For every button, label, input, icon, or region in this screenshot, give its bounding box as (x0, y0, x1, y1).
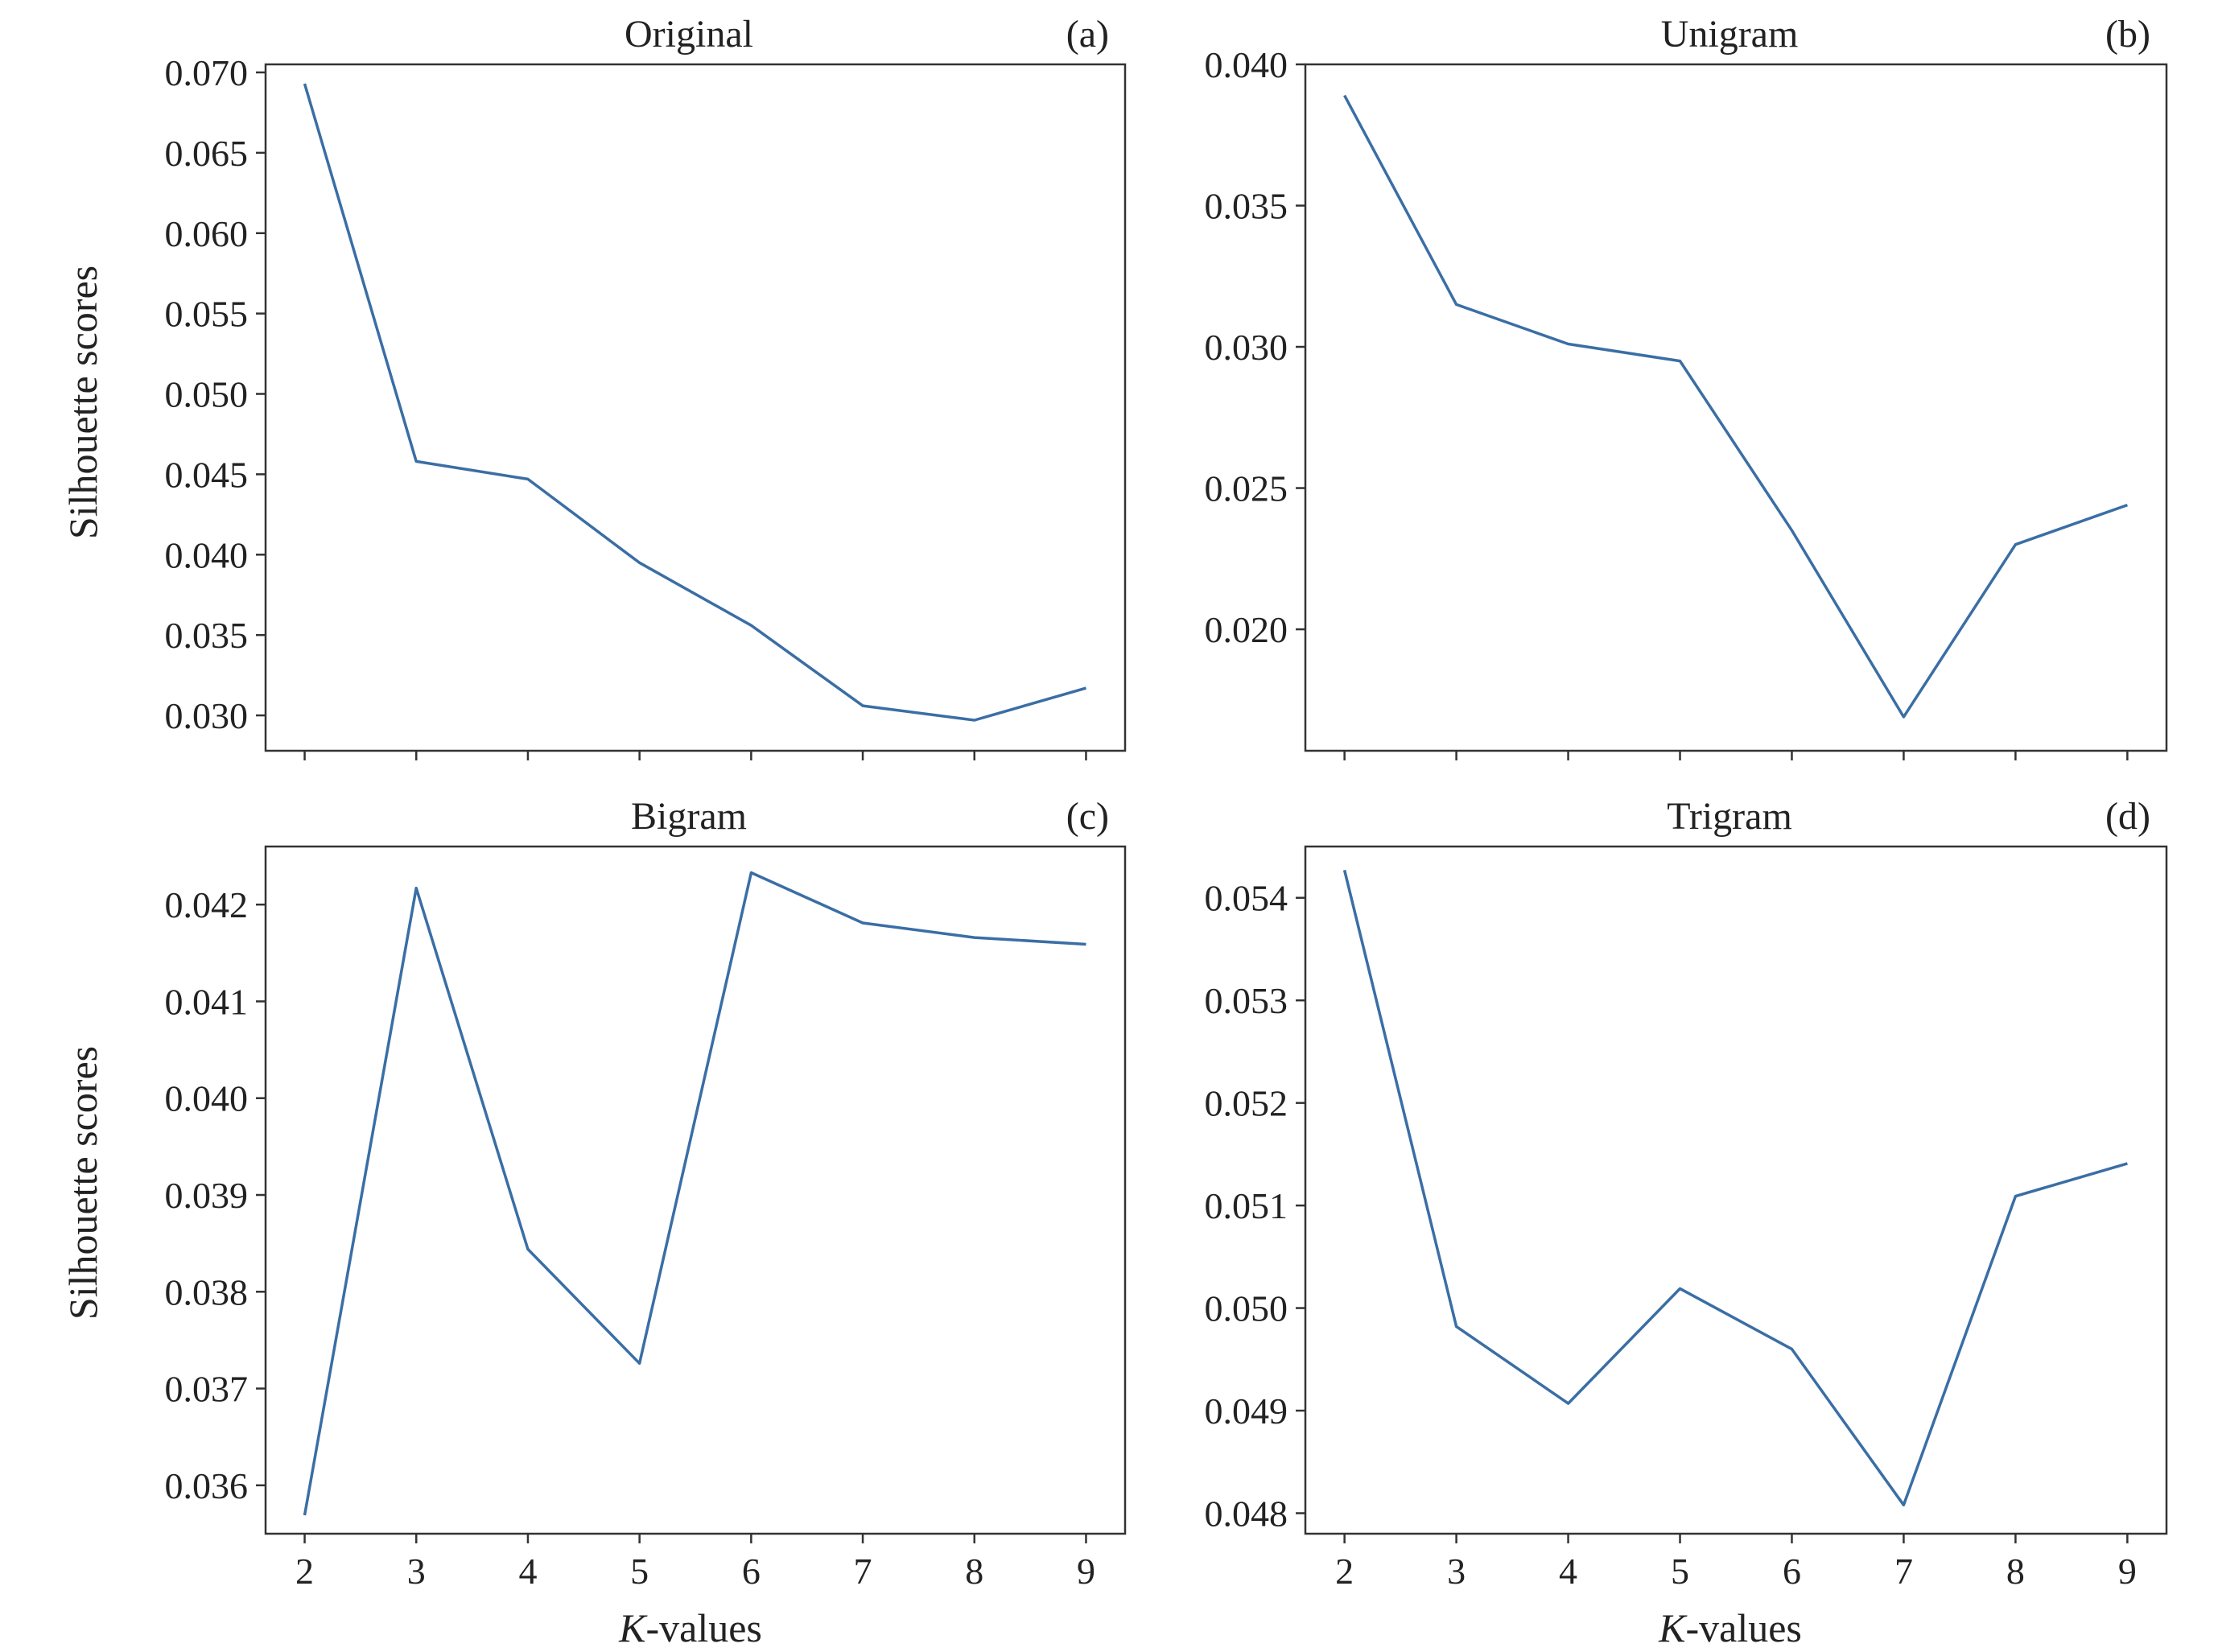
y-axis-label-bottom: Silhouette scores (60, 1046, 105, 1320)
y-tick-label: 0.035 (1205, 186, 1288, 227)
y-tick-label: 0.025 (1205, 468, 1288, 509)
x-axis-label-left: K-values (618, 1605, 762, 1650)
panel-title: Original (625, 13, 753, 56)
panel-original: 0.030 0.035 0.040 0.045 0.050 0.055 0.060 0.065… (165, 13, 1127, 760)
y-tick-label: 0.040 (165, 1078, 249, 1119)
y-tick-label: 0.045 (165, 454, 249, 495)
x-tick-label: 5 (630, 1551, 649, 1592)
x-tick-label: 9 (1077, 1551, 1095, 1592)
x-tick-label: 8 (965, 1551, 983, 1592)
panel-letter: (d) (2105, 795, 2150, 838)
y-tick-label: 0.049 (1205, 1390, 1288, 1432)
panel-letter: (a) (1066, 13, 1109, 56)
series-line (1342, 869, 2128, 1507)
y-tick-label: 0.035 (165, 615, 249, 656)
y-tick-label: 0.053 (1205, 980, 1288, 1021)
plot-frame (1304, 63, 2168, 752)
plot-frame (264, 845, 1127, 1535)
panel-letter: (b) (2105, 13, 2150, 56)
panel-title: Bigram (631, 795, 747, 838)
y-tick-label: 0.052 (1205, 1083, 1288, 1124)
plot-frame (264, 63, 1127, 752)
y-tick-label: 0.040 (1205, 44, 1288, 85)
x-tick-label: 6 (1783, 1551, 1801, 1592)
x-tick-label: 7 (1894, 1551, 1913, 1592)
y-tick-label: 0.048 (1205, 1493, 1288, 1535)
y-tick-label: 0.060 (165, 213, 249, 254)
x-axis-label-right: K-values (1658, 1605, 1802, 1650)
y-axis-label-top: Silhouette scores (60, 266, 105, 539)
panel-unigram: 0.020 0.025 0.030 0.035 0.040 Unigram (b) (1205, 13, 2168, 760)
x-tick-label: 9 (2118, 1551, 2137, 1592)
y-tick-label: 0.037 (165, 1369, 249, 1410)
x-tick-label: 3 (1447, 1551, 1466, 1592)
x-tick-label: 4 (1559, 1551, 1577, 1592)
y-tick-label: 0.051 (1205, 1185, 1288, 1226)
x-tick-label: 2 (1335, 1551, 1354, 1592)
y-tick-label: 0.036 (165, 1465, 249, 1506)
x-tick-label: 3 (407, 1551, 426, 1592)
y-tick-label: 0.054 (1205, 878, 1288, 919)
x-tick-label: 7 (854, 1551, 872, 1592)
panel-bigram: 0.036 0.037 0.038 0.039 0.040 0.041 0.042 2 3 4 5 6… (165, 795, 1127, 1592)
y-tick-label: 0.050 (165, 374, 249, 415)
y-tick-label: 0.070 (165, 52, 249, 93)
x-tick-label: 6 (742, 1551, 761, 1592)
y-tick-label: 0.065 (165, 133, 249, 174)
panel-title: Trigram (1667, 795, 1792, 838)
plot-frame (1304, 845, 2168, 1535)
y-tick-label: 0.038 (165, 1271, 249, 1312)
y-tick-label: 0.050 (1205, 1288, 1288, 1329)
panel-trigram: 0.048 0.049 0.050 0.051 0.052 0.053 0.054 2 3 4 5 6… (1205, 795, 2168, 1592)
panel-title: Unigram (1661, 13, 1799, 56)
y-tick-label: 0.020 (1205, 609, 1288, 650)
series-line (1343, 94, 2128, 719)
panel-letter: (c) (1066, 795, 1109, 838)
x-tick-label: 8 (2006, 1551, 2025, 1592)
y-tick-label: 0.030 (165, 695, 249, 736)
x-tick-label: 5 (1671, 1551, 1689, 1592)
y-tick-label: 0.040 (165, 534, 249, 575)
x-tick-label: 2 (295, 1551, 314, 1592)
y-tick-label: 0.042 (165, 884, 249, 925)
y-tick-label: 0.041 (165, 981, 249, 1022)
series-line (303, 871, 1086, 1516)
y-tick-label: 0.039 (165, 1175, 249, 1216)
y-tick-label: 0.055 (165, 294, 249, 335)
series-line (303, 83, 1086, 722)
x-tick-label: 4 (518, 1551, 537, 1592)
y-tick-label: 0.030 (1205, 327, 1288, 368)
